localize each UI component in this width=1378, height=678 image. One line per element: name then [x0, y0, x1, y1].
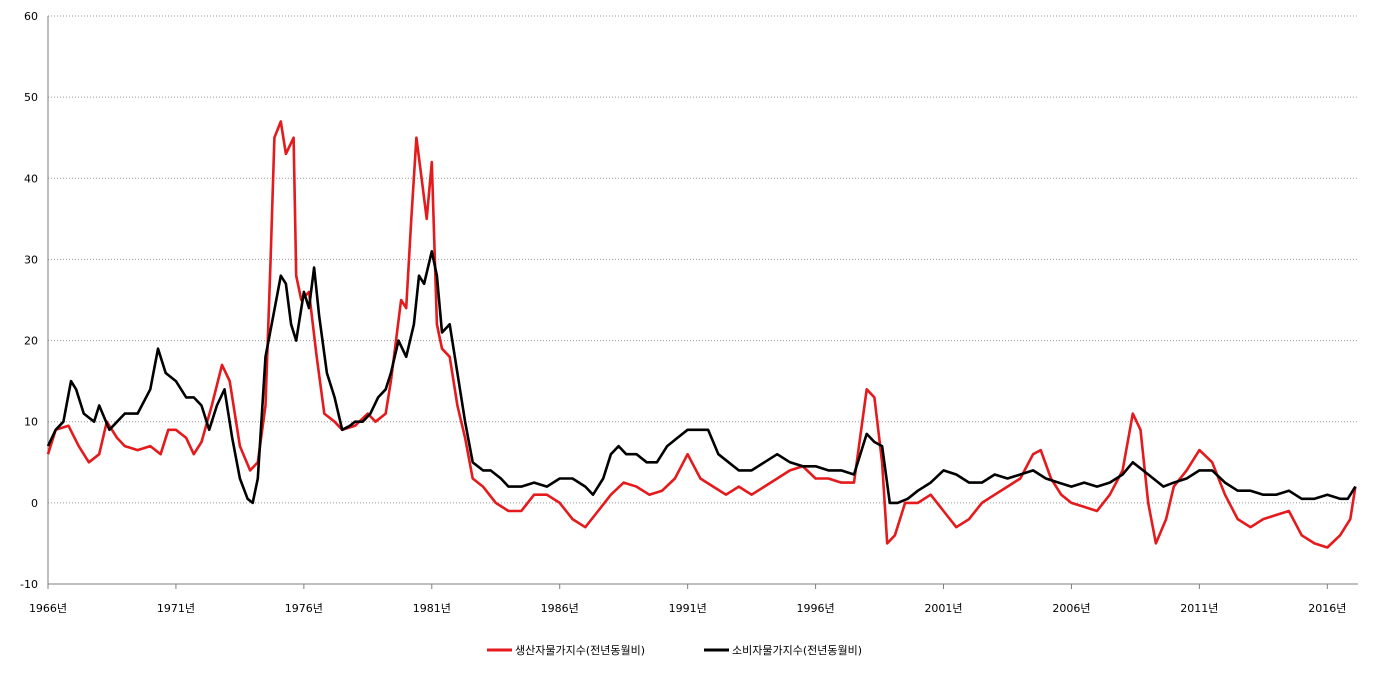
legend-label: 소비자물가지수(전년동월비)	[732, 644, 862, 657]
y-gridlines	[48, 15, 1358, 504]
x-tick-label: 2006년	[1052, 602, 1090, 615]
y-tick-label: 0	[31, 497, 38, 510]
y-tick-label: 40	[24, 172, 38, 185]
x-tick-label: 1971년	[157, 602, 195, 615]
x-tick-label: 1966년	[29, 602, 67, 615]
y-tick-label: 10	[24, 416, 38, 429]
y-tick-label: 20	[24, 335, 38, 348]
y-tick-label: 30	[24, 253, 38, 266]
legend: 생산자물가지수(전년동월비) 소비자물가지수(전년동월비)	[487, 644, 862, 657]
y-tick-label: -10	[20, 578, 38, 591]
series-lines	[46, 120, 1357, 549]
y-tick-labels: -10 0 10 20 30 40 50 60	[20, 10, 38, 591]
legend-label: 생산자물가지수(전년동월비)	[515, 644, 645, 657]
x-tick-label: 2016년	[1308, 602, 1346, 615]
x-tick-label: 2011년	[1180, 602, 1218, 615]
x-tick-label: 1996년	[797, 602, 835, 615]
x-tick-label: 1976년	[285, 602, 323, 615]
y-tick-label: 50	[24, 91, 38, 104]
x-tick-label: 2001년	[924, 602, 962, 615]
cpi-series-line	[46, 250, 1357, 505]
x-tick-label: 1986년	[541, 602, 579, 615]
x-tick-label: 1991년	[669, 602, 707, 615]
axes	[47, 16, 1358, 589]
x-tick-labels: 1966년 1971년 1976년 1981년 1986년 1991년 1996년 2001년…	[29, 602, 1346, 615]
y-tick-label: 60	[24, 10, 38, 23]
x-tick-label: 1981년	[413, 602, 451, 615]
